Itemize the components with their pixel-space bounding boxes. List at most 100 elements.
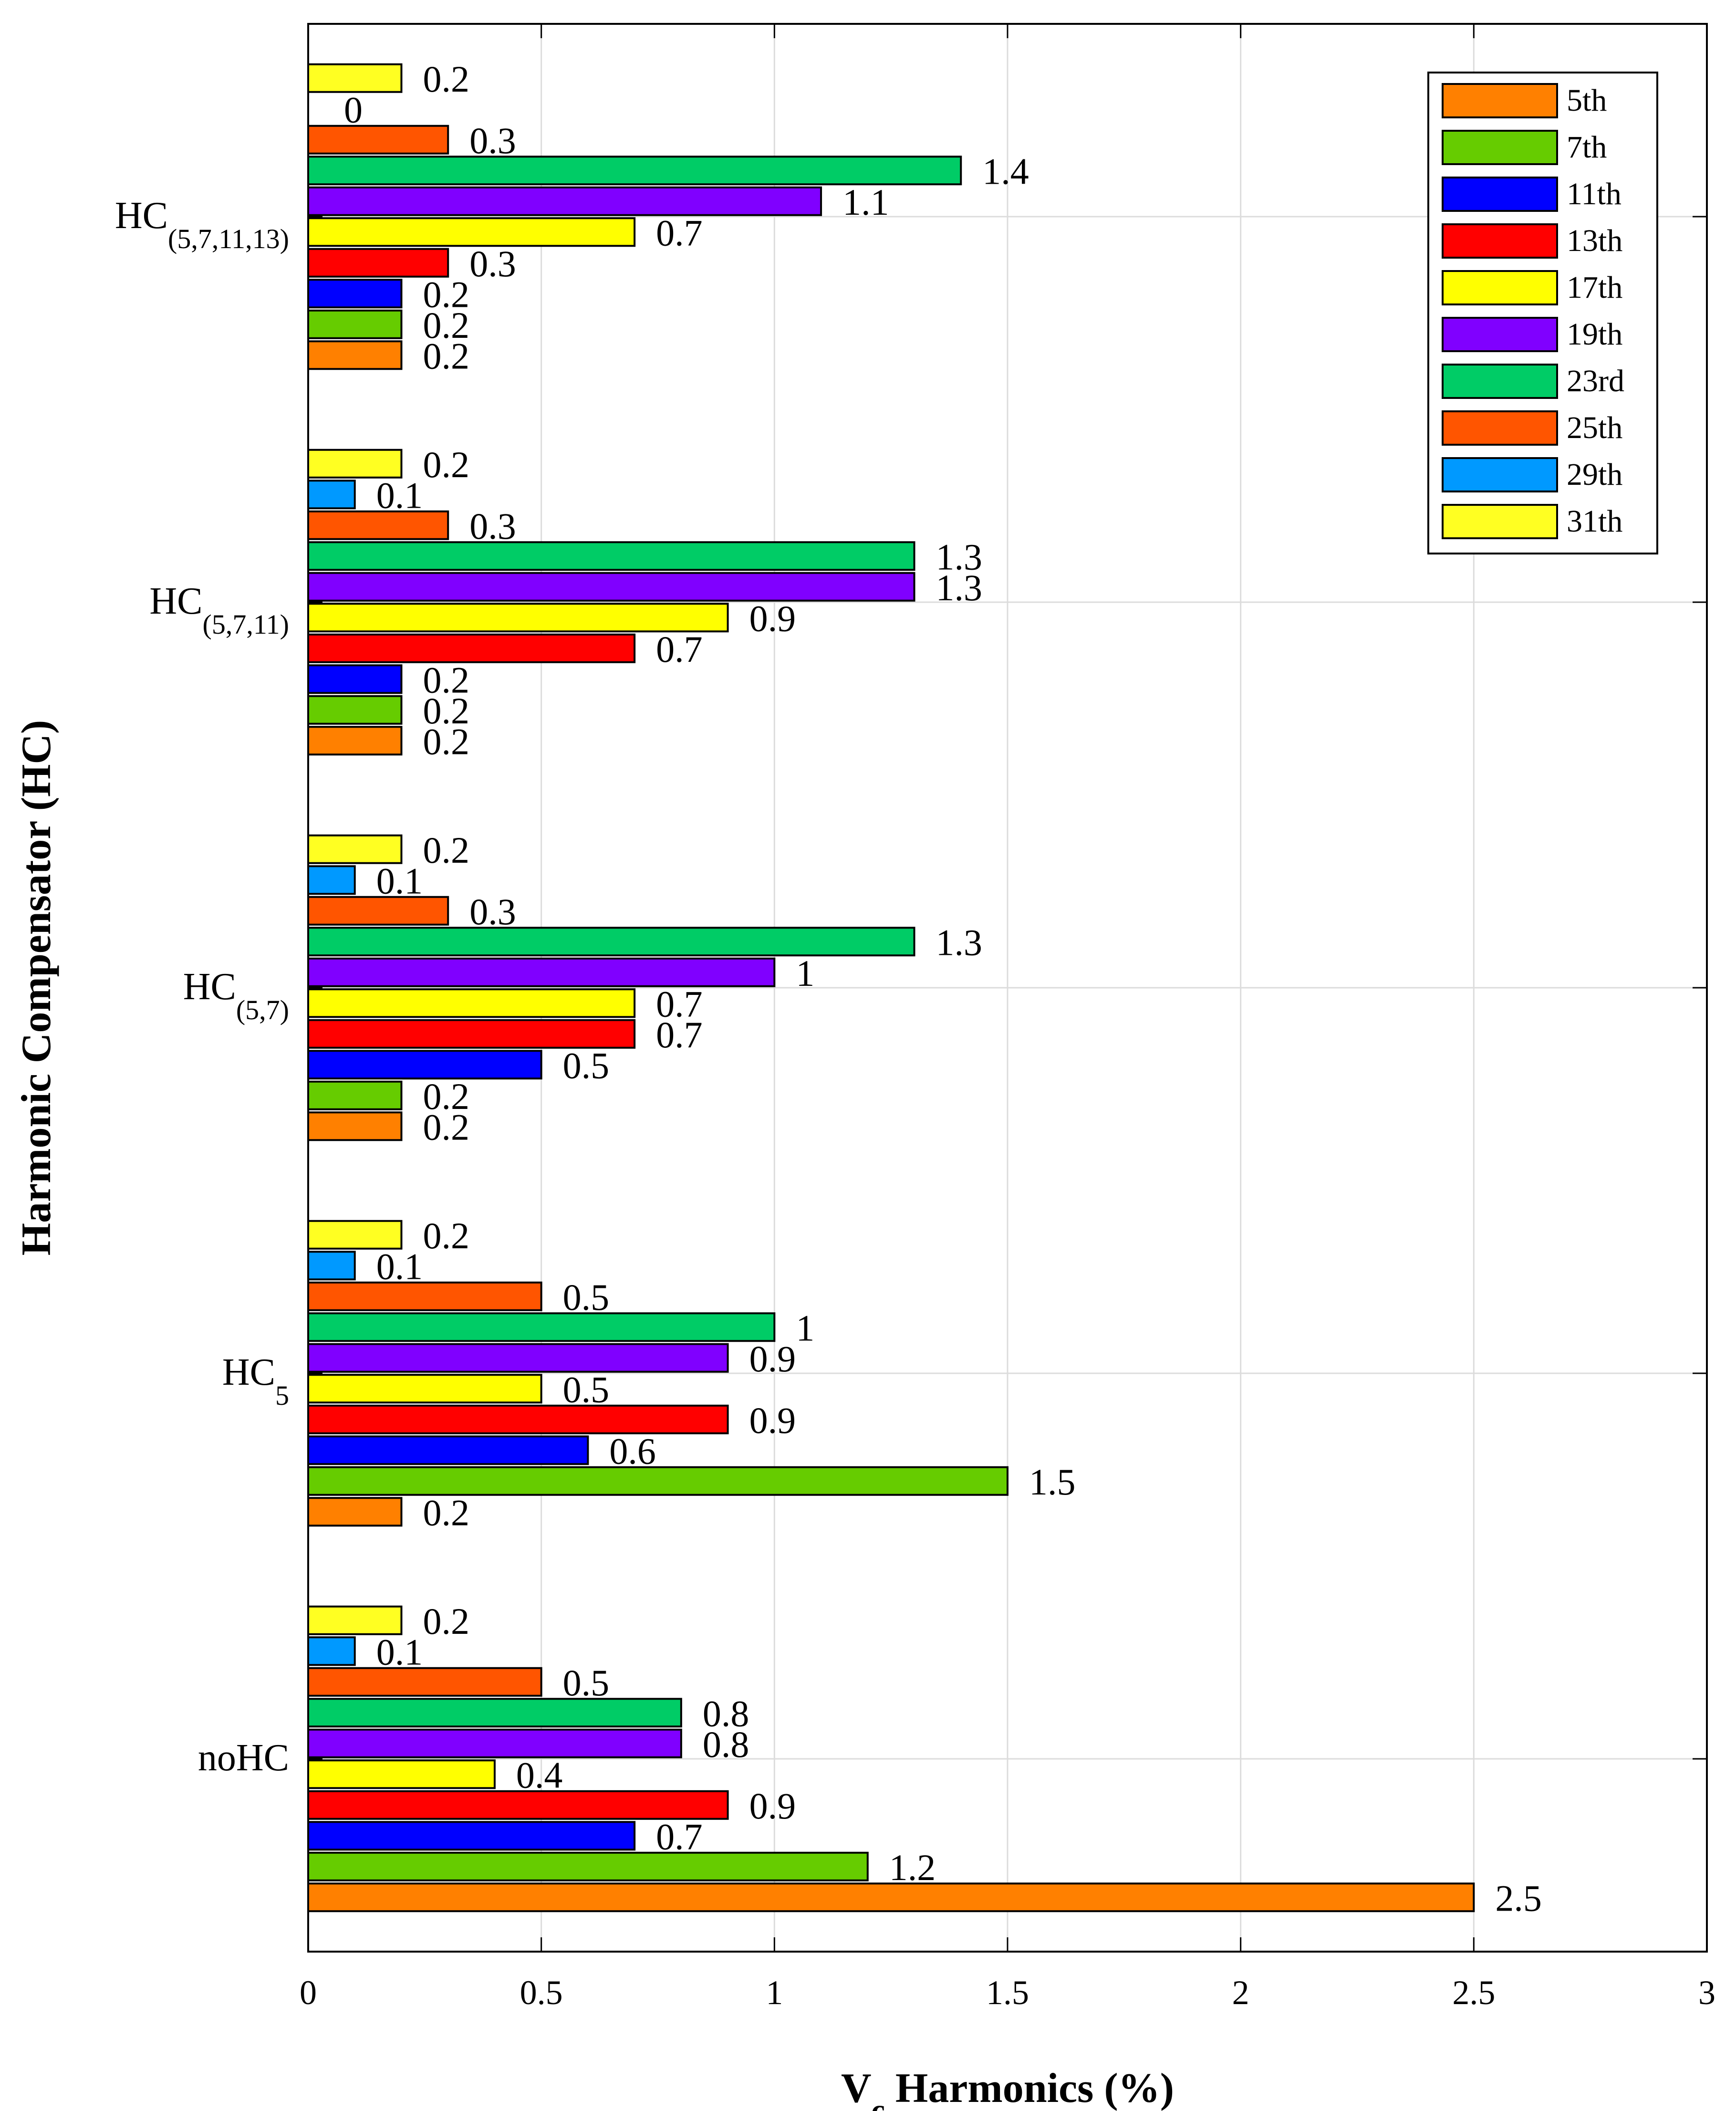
bar <box>307 309 403 339</box>
bar <box>307 217 636 247</box>
bar-value-label: 0.5 <box>563 1276 610 1318</box>
bar <box>307 896 449 926</box>
bar <box>307 63 403 93</box>
legend-swatch <box>1442 270 1558 305</box>
bar <box>307 1080 403 1110</box>
bar-value-label: 0.9 <box>749 597 796 639</box>
legend-swatch <box>1442 457 1558 492</box>
bar <box>307 664 403 694</box>
bar <box>307 480 356 510</box>
x-tick-label: 2.5 <box>1452 1974 1495 2012</box>
bar <box>307 248 449 278</box>
bar <box>307 1312 776 1342</box>
bar-value-label: 0.2 <box>423 1600 469 1642</box>
x-tick-label: 1 <box>766 1974 783 2012</box>
bar-value-label: 0.8 <box>703 1693 749 1734</box>
legend-swatch <box>1442 223 1558 259</box>
bar <box>307 156 962 186</box>
bar-value-label: 1 <box>796 1307 814 1348</box>
bar <box>307 541 915 571</box>
bar <box>307 695 403 725</box>
bar-value-label: 0.6 <box>609 1430 656 1472</box>
bar-value-label: 0.2 <box>423 1492 469 1533</box>
bar-value-label: 0.2 <box>423 659 469 700</box>
bar <box>307 279 403 309</box>
bar-value-label: 0.2 <box>423 1106 469 1148</box>
bar <box>307 572 915 602</box>
x-tick-label: 2 <box>1232 1974 1249 2012</box>
bar <box>307 1435 589 1465</box>
legend-label: 31th <box>1567 504 1622 539</box>
bar <box>307 988 636 1018</box>
bar-value-label: 1.3 <box>936 921 982 963</box>
bar <box>307 1882 1475 1912</box>
legend-swatch <box>1442 83 1558 118</box>
x-tick-label: 0 <box>300 1974 317 2012</box>
bar-value-label: 1.3 <box>936 567 982 608</box>
bar <box>307 1851 869 1881</box>
legend-swatch <box>1442 317 1558 352</box>
category-label: HC(5,7,11) <box>149 580 289 640</box>
bar-value-label: 0.3 <box>469 891 516 932</box>
bar <box>307 865 356 895</box>
bar <box>307 1821 636 1851</box>
legend-label: 5th <box>1567 83 1607 118</box>
bar-value-label: 0.3 <box>469 243 516 284</box>
bar-value-label: 1 <box>796 952 814 994</box>
bar-value-label: 1.3 <box>936 536 982 577</box>
legend-label: 11th <box>1567 177 1622 211</box>
bar-value-label: 0 <box>344 89 363 130</box>
bar <box>307 726 403 756</box>
legend: 5th 7th 11th 13th 17th 19th 23rd 25th 29th 31th <box>1427 72 1658 554</box>
legend-label: 17th <box>1567 270 1622 305</box>
bar <box>307 1497 403 1527</box>
bar-value-label: 0.1 <box>376 1245 423 1287</box>
bar-value-label: 0.5 <box>563 1662 610 1703</box>
bar-value-label: 0.5 <box>563 1045 610 1086</box>
bar-value-label: 0.3 <box>469 120 516 161</box>
legend-label: 7th <box>1567 130 1607 165</box>
bar <box>307 1019 636 1049</box>
category-label: HC(5,7) <box>183 966 289 1025</box>
bar-value-label: 1.1 <box>842 181 889 223</box>
bar-value-label: 0.8 <box>703 1724 749 1765</box>
bar <box>307 1251 356 1281</box>
bar-value-label: 0.2 <box>423 721 469 762</box>
legend-label: 13th <box>1567 223 1622 258</box>
bar <box>307 1698 682 1728</box>
bar <box>307 603 729 633</box>
bar <box>307 449 403 479</box>
x-axis-title: Vc Harmonics (%) <box>841 2065 1174 2111</box>
bar <box>307 927 915 957</box>
bar-value-label: 0.2 <box>423 304 469 346</box>
legend-swatch <box>1442 410 1558 446</box>
bar <box>307 340 403 370</box>
bar-value-label: 0.2 <box>423 1076 469 1117</box>
plot-frame <box>307 23 1708 1953</box>
bar-value-label: 0.2 <box>423 335 469 376</box>
bar <box>307 1466 1008 1496</box>
bar <box>307 1728 682 1758</box>
bar-value-label: 2.5 <box>1495 1877 1542 1919</box>
bar-value-label: 0.2 <box>423 690 469 732</box>
x-tick-label: 1.5 <box>986 1974 1029 2012</box>
bar <box>307 957 776 987</box>
bar-value-label: 0.1 <box>376 860 423 901</box>
bar-value-label: 0.1 <box>376 474 423 516</box>
bar <box>307 1374 542 1404</box>
bar-value-label: 0.7 <box>656 212 703 253</box>
bar <box>307 1343 729 1373</box>
legend-label: 19th <box>1567 317 1622 352</box>
bar <box>307 1605 403 1635</box>
bar-value-label: 0.9 <box>749 1400 796 1441</box>
bar <box>307 1111 403 1141</box>
bar-value-label: 0.9 <box>749 1785 796 1827</box>
bar-value-label: 0.4 <box>516 1754 563 1796</box>
bar <box>307 1759 496 1789</box>
bar-value-label: 0.2 <box>423 829 469 871</box>
bar-value-label: 0.2 <box>423 444 469 485</box>
bar-value-label: 0.2 <box>423 1215 469 1256</box>
bar-value-label: 1.2 <box>889 1847 936 1888</box>
legend-label: 25th <box>1567 410 1622 445</box>
